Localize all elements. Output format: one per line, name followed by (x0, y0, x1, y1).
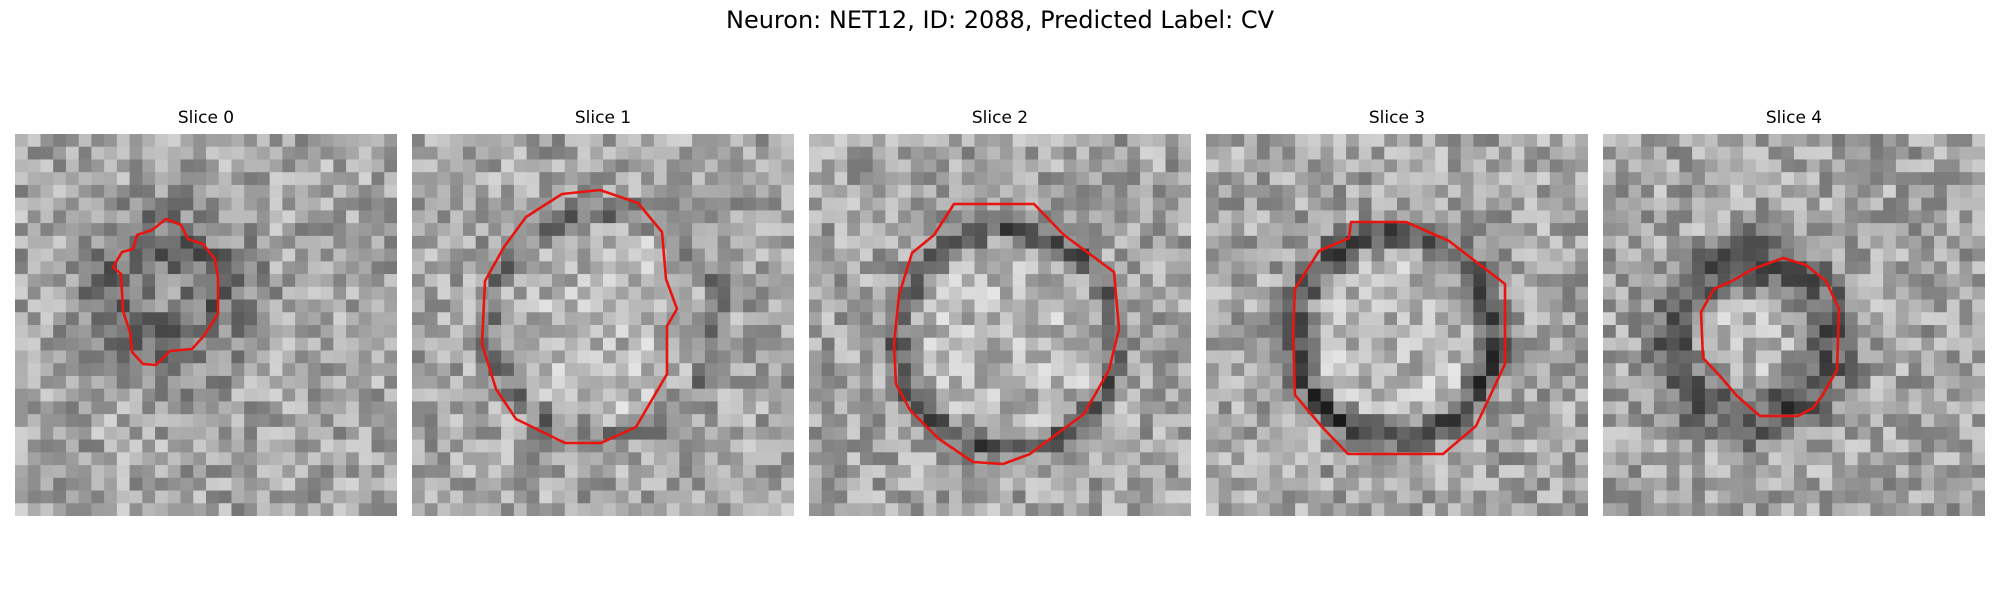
slice-image (1603, 134, 1985, 516)
slice-title: Slice 2 (971, 108, 1029, 128)
figure-title: Neuron: NET12, ID: 2088, Predicted Label… (726, 6, 1274, 34)
slice-panel-0: Slice 0 (15, 106, 397, 516)
segmentation-contour (480, 188, 679, 445)
slice-title: Slice 4 (1765, 108, 1823, 128)
slice-panel-4: Slice 4 (1603, 106, 1985, 516)
slice-title: Slice 3 (1368, 108, 1426, 128)
slice-image (1206, 134, 1588, 516)
slice-image (15, 134, 397, 516)
segmentation-contour (111, 217, 220, 367)
segmentation-contour (1699, 256, 1841, 418)
slice-panel-1: Slice 1 (412, 106, 794, 516)
slice-panel-3: Slice 3 (1206, 106, 1588, 516)
slice-image (412, 134, 794, 516)
segmentation-contour (1291, 220, 1507, 456)
slice-panel-2: Slice 2 (809, 106, 1191, 516)
slice-image (809, 134, 1191, 516)
segmentation-contour (892, 202, 1121, 466)
slice-title: Slice 0 (177, 108, 235, 128)
slice-title: Slice 1 (574, 108, 632, 128)
